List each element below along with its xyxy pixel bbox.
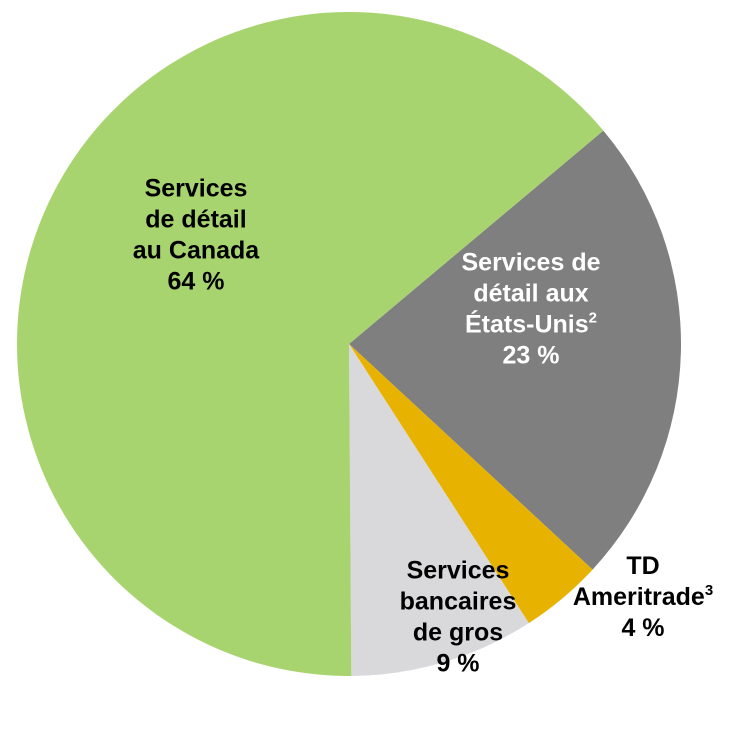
pie-slice-3 xyxy=(17,11,604,676)
slice-label-line: de détail xyxy=(145,206,246,234)
slice-label-line: États-Unis xyxy=(465,310,589,339)
slice-label-line: Ameritrade xyxy=(573,583,705,611)
footnote-superscript: 3 xyxy=(705,582,713,599)
slice-label-line: de gros xyxy=(413,619,503,647)
footnote-superscript: 2 xyxy=(589,310,597,327)
slice-label-line: détail aux xyxy=(473,280,588,308)
slice-label-line: bancaires xyxy=(400,588,517,616)
pie-slice-0 xyxy=(349,130,682,570)
slice-value-label: 64 % xyxy=(168,268,225,296)
slice-label-line: au Canada xyxy=(133,237,261,265)
slice-label-line: Services de xyxy=(462,249,601,277)
pie-slice-2 xyxy=(349,344,529,676)
slice-value-label: 9 % xyxy=(436,650,479,678)
slice-label-0: Services de détail aux États-Unis2 23 % xyxy=(462,249,601,370)
slice-label-3: Services de détail au Canada 64 % xyxy=(133,175,261,296)
pie-slice-1 xyxy=(349,344,593,624)
slice-label-1: TD Ameritrade3 4 % xyxy=(573,552,713,642)
slice-label-line: TD xyxy=(626,552,659,580)
slice-label-line: Services xyxy=(145,175,248,203)
slice-value-label: 4 % xyxy=(621,614,664,642)
slice-label-2: Services bancaires de gros 9 % xyxy=(400,557,517,678)
slice-value-label: 23 % xyxy=(503,342,560,370)
slice-label-line: Services xyxy=(407,557,510,585)
